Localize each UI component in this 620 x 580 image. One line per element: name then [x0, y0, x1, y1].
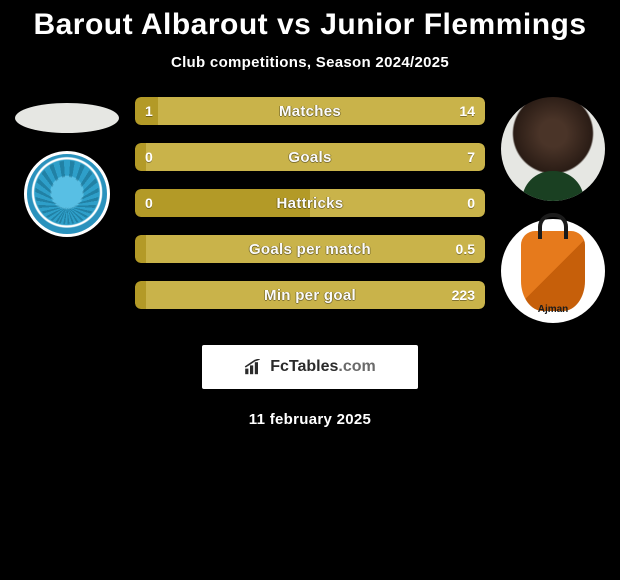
stat-bar-right — [310, 189, 485, 217]
stat-value-right: 7 — [467, 149, 475, 165]
stat-value-right: 0.5 — [456, 241, 475, 257]
stat-value-left: 0 — [145, 149, 153, 165]
stat-row: Goals per match0.5 — [135, 235, 485, 263]
left-player-avatar — [15, 103, 119, 133]
brand-text: FcTables.com — [270, 358, 376, 376]
stat-row: Goals07 — [135, 143, 485, 171]
brand-name: FcTables — [270, 358, 338, 375]
stat-value-left: 0 — [145, 195, 153, 211]
subtitle: Club competitions, Season 2024/2025 — [0, 54, 620, 71]
stat-bar-right — [146, 281, 486, 309]
brand-badge: FcTables.com — [202, 345, 418, 389]
stat-bar-left — [135, 281, 146, 309]
left-avatar-column — [7, 93, 127, 237]
footer-date: 11 february 2025 — [0, 411, 620, 428]
stat-row: Hattricks00 — [135, 189, 485, 217]
stat-value-left: 1 — [145, 103, 153, 119]
stat-value-right: 223 — [452, 287, 475, 303]
page-title: Barout Albarout vs Junior Flemmings — [0, 8, 620, 42]
left-club-logo — [24, 151, 110, 237]
right-club-shield-icon — [521, 231, 585, 311]
stat-row: Matches114 — [135, 97, 485, 125]
right-club-caption: Ajman — [501, 304, 605, 315]
comparison-card: Barout Albarout vs Junior Flemmings Club… — [0, 0, 620, 580]
content-row: Matches114Goals07Hattricks00Goals per ma… — [0, 93, 620, 323]
right-club-logo: Ajman — [501, 219, 605, 323]
stat-value-right: 14 — [459, 103, 475, 119]
stat-bar-left — [135, 235, 146, 263]
stat-row: Min per goal223 — [135, 281, 485, 309]
stat-bar-right — [146, 143, 486, 171]
stat-bar-right — [158, 97, 485, 125]
stat-bar-left — [135, 189, 310, 217]
stats-bars: Matches114Goals07Hattricks00Goals per ma… — [135, 93, 485, 309]
stat-bar-left — [135, 143, 146, 171]
brand-domain: .com — [338, 358, 375, 375]
stat-bar-right — [146, 235, 486, 263]
right-avatar-column: Ajman — [493, 93, 613, 323]
stat-value-right: 0 — [467, 195, 475, 211]
right-player-avatar — [501, 97, 605, 201]
barchart-icon — [244, 359, 264, 375]
